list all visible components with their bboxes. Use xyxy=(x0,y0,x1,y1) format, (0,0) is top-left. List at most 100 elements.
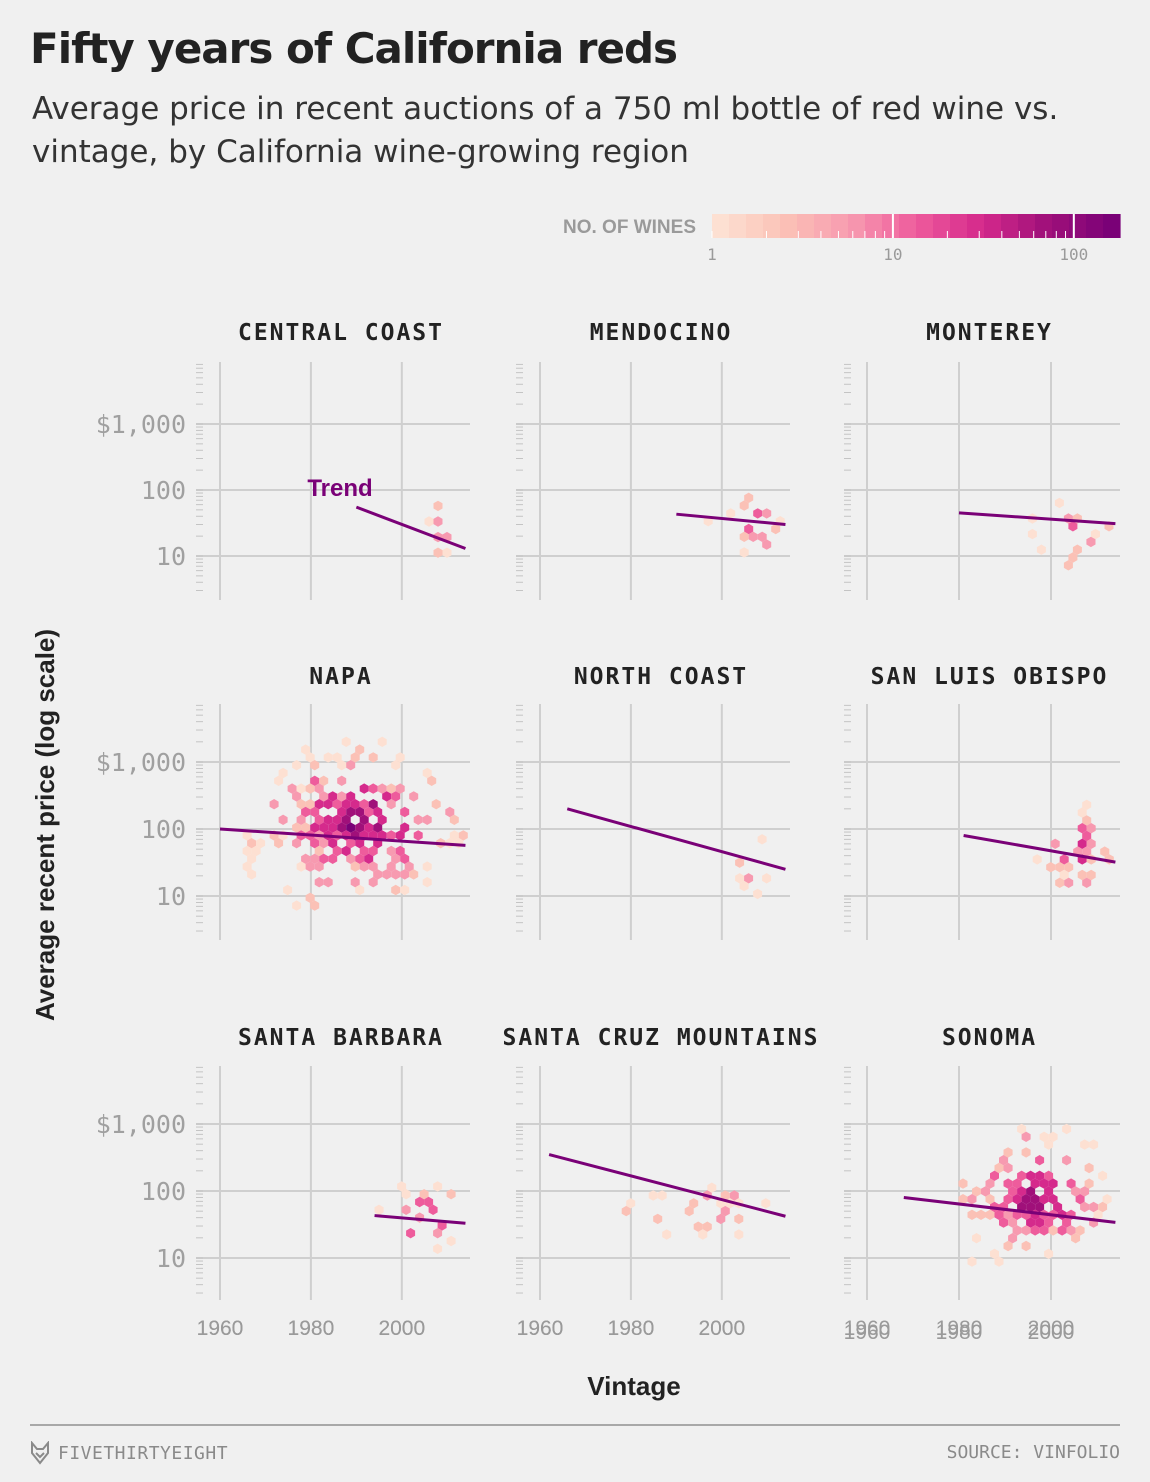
legend-swatch xyxy=(882,214,900,238)
hexbin-cell xyxy=(1044,1248,1054,1259)
hexbin-cell xyxy=(1071,1186,1081,1197)
hexbin-cell xyxy=(386,845,396,857)
hexbin-cell xyxy=(427,775,437,786)
hexbin-cell xyxy=(994,1209,1004,1220)
hexbin-cell xyxy=(359,845,369,857)
hexbin-cell xyxy=(382,869,392,880)
hexbin-cell xyxy=(251,845,261,857)
hexbin-cell xyxy=(684,1205,694,1217)
legend-swatch xyxy=(967,214,985,238)
hexbin-cell xyxy=(720,1190,730,1201)
x-tick-label: 1980 xyxy=(936,1321,983,1344)
hexbin-cell xyxy=(1075,1225,1085,1236)
hexbin-cell xyxy=(314,877,324,888)
hexbin-cell xyxy=(1086,823,1096,834)
hexbin-cell xyxy=(341,799,351,810)
hexbin-cell xyxy=(762,873,772,884)
hexbin-cell xyxy=(323,814,333,825)
hexbin-cell xyxy=(337,760,347,771)
trend-line xyxy=(355,505,466,550)
panel-title: CENTRAL COAST xyxy=(238,320,444,346)
x-tick-label: 2000 xyxy=(698,1317,745,1340)
x-tick-label: 2000 xyxy=(1028,1321,1075,1344)
hexbin-cell xyxy=(1017,1170,1027,1181)
hexbin-cell xyxy=(1082,799,1092,810)
x-tick-label: 2000 xyxy=(1028,1317,1075,1340)
hexbin-cell xyxy=(386,830,396,841)
panel-title: SANTA CRUZ MOUNTAINS xyxy=(503,1025,820,1051)
legend-swatch xyxy=(831,214,849,238)
hexbin-cell xyxy=(967,1209,977,1220)
hexbin-cell xyxy=(762,539,772,550)
chart-title: Fifty years of California reds xyxy=(30,24,678,73)
hexbin-cell xyxy=(999,1155,1009,1166)
hexbin-cell xyxy=(1012,1225,1022,1236)
hexbin-cell xyxy=(734,1229,744,1240)
hexbin-cell xyxy=(1102,1194,1112,1205)
hexbin-cell xyxy=(1008,1217,1018,1228)
hexbin-cell xyxy=(428,1204,438,1215)
hexbin-cell xyxy=(1035,1201,1045,1213)
hexbin-cell xyxy=(1062,1217,1072,1228)
hexbin-cell xyxy=(323,799,333,810)
hexbin-cell xyxy=(1059,854,1069,865)
legend-swatch xyxy=(729,214,747,238)
hexbin-cell xyxy=(310,838,320,849)
panel-monterey: MONTEREY 1960 1980 2000 xyxy=(844,320,1120,1340)
hexbin-cell xyxy=(446,1235,456,1247)
hexbin-cell xyxy=(278,814,288,825)
hexbin-cell xyxy=(1039,1131,1049,1142)
hexbin-cell xyxy=(458,830,468,841)
x-tick-label: 1960 xyxy=(197,1317,244,1340)
hexbin-cell xyxy=(341,814,351,825)
y-tick-label: $1,000 xyxy=(96,1110,186,1139)
hexbin-cell xyxy=(310,853,320,864)
hexbin-cell xyxy=(693,1221,703,1232)
legend-tick-label: 10 xyxy=(883,245,902,264)
hexbin-cell xyxy=(422,877,432,888)
hexbin-cell xyxy=(757,834,767,845)
hexbin-cell xyxy=(657,1190,667,1201)
x-tick-label: 1960 xyxy=(844,1321,891,1344)
hexbin-cell xyxy=(314,799,324,810)
hexbin-cell xyxy=(1021,1240,1031,1252)
hexbin-cell xyxy=(433,1243,443,1254)
hexbin-cell xyxy=(337,822,347,833)
hexbin-cell xyxy=(391,791,401,802)
hexbin-cell xyxy=(364,822,374,833)
hexbin-cell xyxy=(689,1198,699,1209)
hexbin-cell xyxy=(401,1189,411,1200)
x-tick-label: 1980 xyxy=(936,1317,983,1340)
hexbin-cell xyxy=(359,799,369,810)
hexbin-cell xyxy=(319,791,329,802)
hexbin-cell xyxy=(1036,544,1046,555)
hexbin-cell xyxy=(301,806,311,818)
y-tick-label: 100 xyxy=(141,1177,186,1206)
hexbin-cell xyxy=(278,767,288,779)
hexbin-cell xyxy=(341,736,351,747)
panel-north-coast: NORTH COAST xyxy=(516,664,790,940)
x-tick-label: 1960 xyxy=(517,1317,564,1340)
hexbin-cell xyxy=(1048,1178,1058,1189)
hexbin-cell xyxy=(391,884,401,896)
hexbin-cell xyxy=(377,736,387,747)
hexbin-cell xyxy=(1003,1178,1013,1189)
hexbin-cell xyxy=(310,775,320,786)
hexbin-cell xyxy=(409,791,419,802)
brand-logo: FIVETHIRTYEIGHT xyxy=(30,1440,228,1466)
hexbin-cell xyxy=(985,1178,995,1189)
hexbin-cell xyxy=(341,845,351,857)
hexbin-cell xyxy=(314,783,324,794)
x-tick-label: 1980 xyxy=(288,1317,335,1340)
hexbin-cell xyxy=(377,814,387,825)
hexbin-cell xyxy=(1012,1178,1022,1189)
hexbin-cell xyxy=(296,861,306,872)
y-tick-label: 10 xyxy=(156,1244,186,1273)
hexbin-cell xyxy=(707,1182,717,1193)
legend-swatch xyxy=(1052,214,1070,238)
panel-santa-barbara: SANTA BARBARA $1,000 100 10 1960 1980 2000 xyxy=(96,1025,470,1340)
hexbin-cell xyxy=(332,799,342,810)
hexbin-cell xyxy=(1055,877,1065,888)
hexbin-cell xyxy=(328,853,338,864)
hexbin-cell xyxy=(382,791,392,802)
